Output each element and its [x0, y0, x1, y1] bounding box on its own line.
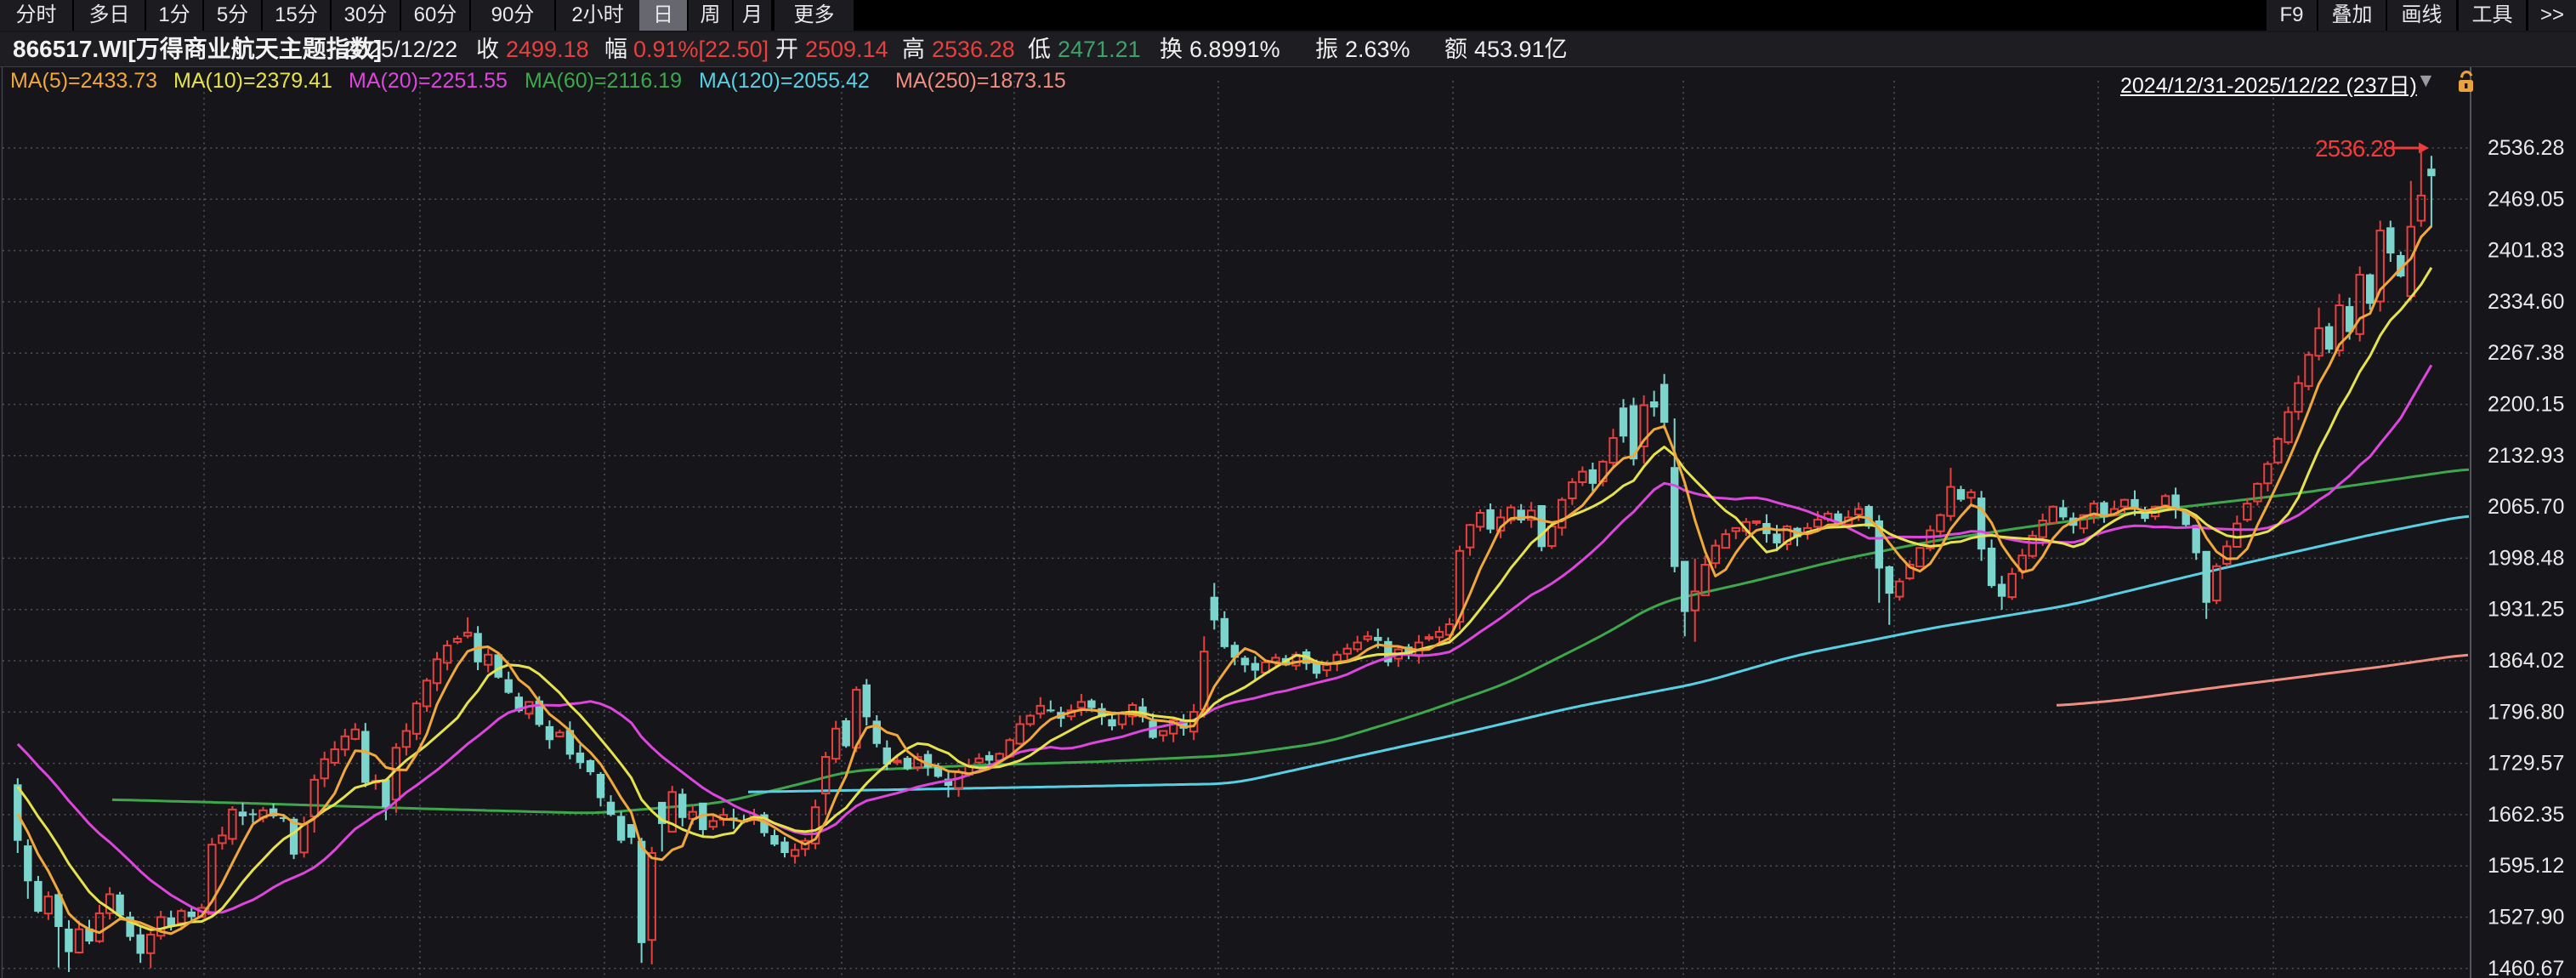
svg-text:1662.35: 1662.35	[2488, 803, 2564, 827]
svg-text:2536.28: 2536.28	[2315, 135, 2396, 162]
svg-text:2401.83: 2401.83	[2488, 239, 2564, 263]
svg-text:1527.90: 1527.90	[2488, 906, 2564, 930]
svg-text:1864.02: 1864.02	[2488, 649, 2564, 673]
svg-text:2334.60: 2334.60	[2488, 290, 2564, 314]
svg-text:1460.67: 1460.67	[2488, 957, 2564, 978]
svg-text:2132.93: 2132.93	[2488, 444, 2564, 468]
svg-text:2267.38: 2267.38	[2488, 341, 2564, 365]
svg-text:1998.48: 1998.48	[2488, 546, 2564, 570]
svg-text:1796.80: 1796.80	[2488, 700, 2564, 724]
svg-text:2536.28: 2536.28	[2488, 136, 2564, 160]
svg-text:2065.70: 2065.70	[2488, 495, 2564, 519]
svg-text:2200.15: 2200.15	[2488, 393, 2564, 417]
svg-text:1729.57: 1729.57	[2488, 752, 2564, 776]
svg-text:1595.12: 1595.12	[2488, 854, 2564, 878]
svg-text:1931.25: 1931.25	[2488, 598, 2564, 622]
svg-text:2469.05: 2469.05	[2488, 187, 2564, 211]
